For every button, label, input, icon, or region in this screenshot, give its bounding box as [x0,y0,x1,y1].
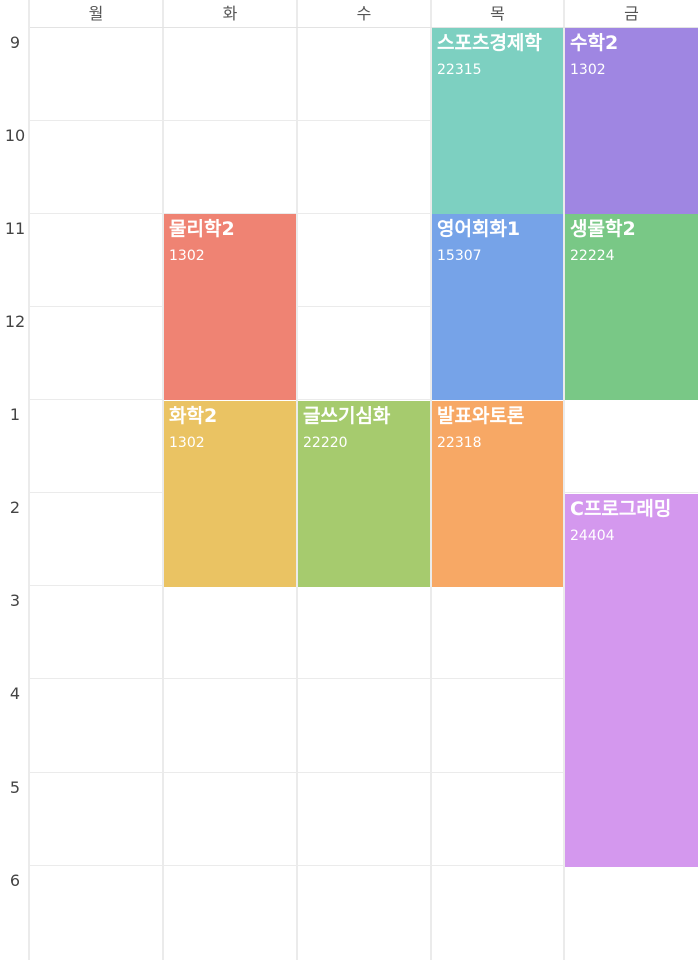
course-name: 수학2 [570,32,619,54]
course-name: 스포츠경제학 [437,32,542,54]
day-header-thu: 목 [490,4,505,23]
hour-label: 11 [4,219,26,238]
course-room: 24404 [570,528,615,544]
hour-label: 3 [9,591,21,610]
course-block-chemistry2[interactable]: 화학2 1302 [164,401,296,587]
day-header-tue: 화 [222,4,238,23]
row-divider [30,865,698,866]
course-room: 22220 [303,435,348,451]
course-room: 1302 [169,435,205,451]
column-divider [430,0,432,960]
course-room: 15307 [437,248,482,264]
day-header-wed: 수 [356,4,372,23]
header-divider [30,27,698,28]
hour-label: 12 [4,312,26,331]
course-name: C프로그래밍 [570,498,672,520]
course-block-sports-economics[interactable]: 스포츠경제학 22315 [432,28,563,214]
row-divider [30,399,698,400]
course-room: 1302 [570,62,606,78]
course-block-english-conversation1[interactable]: 영어회화1 15307 [432,214,563,400]
column-divider [28,0,30,960]
course-block-physics2[interactable]: 물리학2 1302 [164,214,296,400]
hour-label: 9 [9,33,21,52]
course-name: 발표와토론 [437,405,525,427]
course-block-c-programming[interactable]: C프로그래밍 24404 [565,494,698,867]
row-divider [30,120,698,121]
course-block-math2[interactable]: 수학2 1302 [565,28,698,214]
course-name: 영어회화1 [437,218,521,240]
course-block-advanced-writing[interactable]: 글쓰기심화 22220 [298,401,430,587]
course-block-biology2[interactable]: 생물학2 22224 [565,214,698,400]
hour-label: 1 [9,405,21,424]
row-divider [30,213,698,214]
course-room: 1302 [169,248,205,264]
course-name: 글쓰기심화 [303,405,391,427]
day-header-mon: 월 [88,4,104,23]
day-header-fri: 금 [624,4,639,23]
column-divider [162,0,164,960]
course-name: 생물학2 [570,218,636,240]
column-divider [563,0,565,960]
row-divider [30,772,698,773]
hour-label: 10 [4,126,26,145]
course-block-presentation-debate[interactable]: 발표와토론 22318 [432,401,563,587]
course-room: 22315 [437,62,482,78]
row-divider [30,306,698,307]
hour-label: 2 [9,498,21,517]
hour-label: 4 [9,684,21,703]
course-name: 화학2 [169,405,218,427]
course-room: 22224 [570,248,615,264]
row-divider [30,678,698,679]
hour-label: 6 [9,871,21,890]
course-room: 22318 [437,435,482,451]
course-name: 물리학2 [169,218,235,240]
hour-label: 5 [9,778,21,797]
column-divider [296,0,298,960]
